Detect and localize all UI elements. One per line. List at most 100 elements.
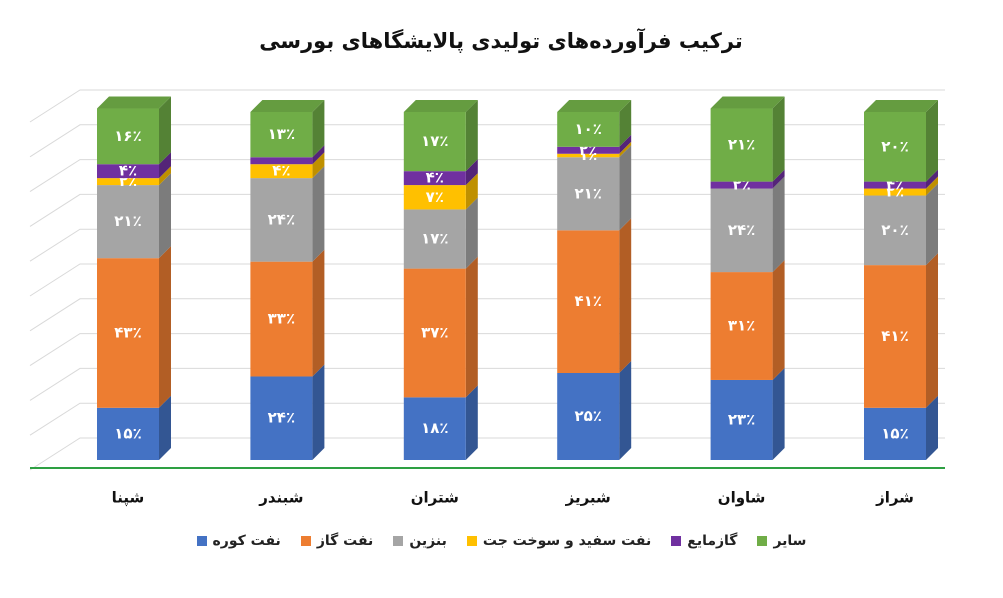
- bar-segment: [97, 164, 159, 179]
- data-label: ۱۸٪: [421, 419, 448, 437]
- bar-top: [403, 100, 478, 112]
- bar-segment: [250, 112, 313, 158]
- bar-segment: [250, 164, 313, 179]
- grid-line: [29, 333, 945, 367]
- bar-top: [250, 100, 325, 112]
- bar-top: [97, 96, 171, 109]
- data-label: ۴۱٪: [574, 292, 601, 310]
- bar-segment: [864, 265, 926, 408]
- data-label: ۲۱٪: [728, 136, 755, 154]
- legend-label: گازمایع: [687, 533, 738, 549]
- bar-segment: [97, 178, 159, 186]
- bar-side: [772, 96, 785, 182]
- bar-segment: [557, 230, 620, 373]
- bar-side: [159, 96, 171, 165]
- legend-swatch: [300, 536, 311, 546]
- legend-item: گازمایع: [671, 533, 737, 549]
- bar-side: [312, 152, 325, 179]
- grid-line: [29, 193, 945, 227]
- legend: سایر گازمایع نفت سفید و سوخت جت بنزین نفت گا…: [0, 533, 1003, 549]
- data-label: ۱۷٪: [421, 132, 448, 150]
- bar-segment: [864, 181, 926, 189]
- bar-side: [159, 152, 171, 179]
- grid-line: [29, 367, 945, 401]
- bar-side: [312, 145, 325, 165]
- bar-side: [159, 173, 171, 259]
- bar-side: [926, 183, 938, 266]
- bar-top: [710, 96, 785, 109]
- data-label: ۱۰٪: [574, 120, 601, 138]
- legend-label: بنزین: [409, 533, 447, 549]
- bar-segment: [97, 407, 159, 460]
- bar-side: [619, 134, 632, 154]
- bar-side: [619, 218, 632, 373]
- bar-segment: [403, 185, 466, 210]
- bar-side: [619, 100, 632, 147]
- legend-item: بنزین: [393, 533, 447, 549]
- bar-segment: [864, 195, 926, 266]
- bar-side: [772, 176, 785, 273]
- bar-side: [312, 364, 325, 460]
- legend-item: نفت گاز: [300, 533, 374, 549]
- bar-segment: [557, 146, 620, 154]
- data-label: ۴٪: [426, 169, 444, 187]
- grid-line: [29, 124, 945, 158]
- bar-segment: [710, 108, 773, 182]
- bar-side: [465, 385, 478, 460]
- data-label: ۱۵٪: [881, 424, 908, 442]
- bar-segment: [710, 379, 773, 460]
- legend-swatch: [671, 536, 682, 546]
- grid-line: [29, 437, 945, 471]
- legend-label: نفت گاز: [316, 533, 374, 549]
- data-label: ۳۳٪: [268, 310, 295, 328]
- data-label: ۷٪: [426, 188, 444, 206]
- bar-side: [926, 100, 938, 182]
- legend-item: نفت سفید و سوخت جت: [466, 533, 651, 549]
- data-label: ۲۱٪: [574, 184, 601, 202]
- bar-side: [465, 159, 478, 186]
- bar-segment: [557, 373, 620, 460]
- bar-segment: [403, 171, 466, 186]
- bar-segment: [250, 178, 313, 262]
- bar-segment: [864, 407, 926, 460]
- data-label: ۳۷٪: [421, 323, 448, 341]
- bar-side: [159, 395, 171, 460]
- data-label: ۴٪: [119, 162, 137, 180]
- bar-segment: [250, 376, 313, 460]
- data-label: ۲۰٪: [881, 221, 908, 239]
- data-label: ۲۰٪: [881, 137, 908, 155]
- bar-side: [772, 260, 785, 380]
- bar-side: [312, 249, 325, 377]
- bar-top: [557, 100, 632, 112]
- bar-segment: [557, 157, 620, 231]
- bar-segment: [864, 188, 926, 196]
- bar-segment: [403, 112, 466, 172]
- data-label: ۱۷٪: [421, 230, 448, 248]
- bar-segment: [710, 272, 773, 380]
- bar-side: [926, 395, 938, 460]
- data-label: ۴٪: [272, 162, 290, 180]
- bar-side: [619, 361, 632, 460]
- bar-segment: [97, 185, 159, 259]
- bar-side: [312, 166, 325, 262]
- bar-side: [465, 197, 478, 269]
- bar-side: [926, 253, 938, 408]
- bar-side: [926, 176, 938, 196]
- bar-segment: [710, 181, 773, 189]
- bar-segment: [403, 268, 466, 398]
- bar-segment: [403, 397, 466, 460]
- data-label: ۴۳٪: [114, 323, 141, 341]
- data-label: ۱۳٪: [268, 125, 295, 143]
- legend-swatch: [393, 536, 404, 546]
- legend-label: نفت کوره: [212, 533, 281, 549]
- bar-side: [465, 256, 478, 398]
- x-tick-label: شپنا: [112, 489, 145, 508]
- legend-label: سایر: [773, 533, 807, 549]
- legend-item: نفت کوره: [196, 533, 281, 549]
- bar-segment: [557, 112, 620, 147]
- grid-line: [29, 402, 945, 436]
- bar-side: [159, 246, 171, 408]
- x-tick-label: شاوان: [718, 489, 766, 507]
